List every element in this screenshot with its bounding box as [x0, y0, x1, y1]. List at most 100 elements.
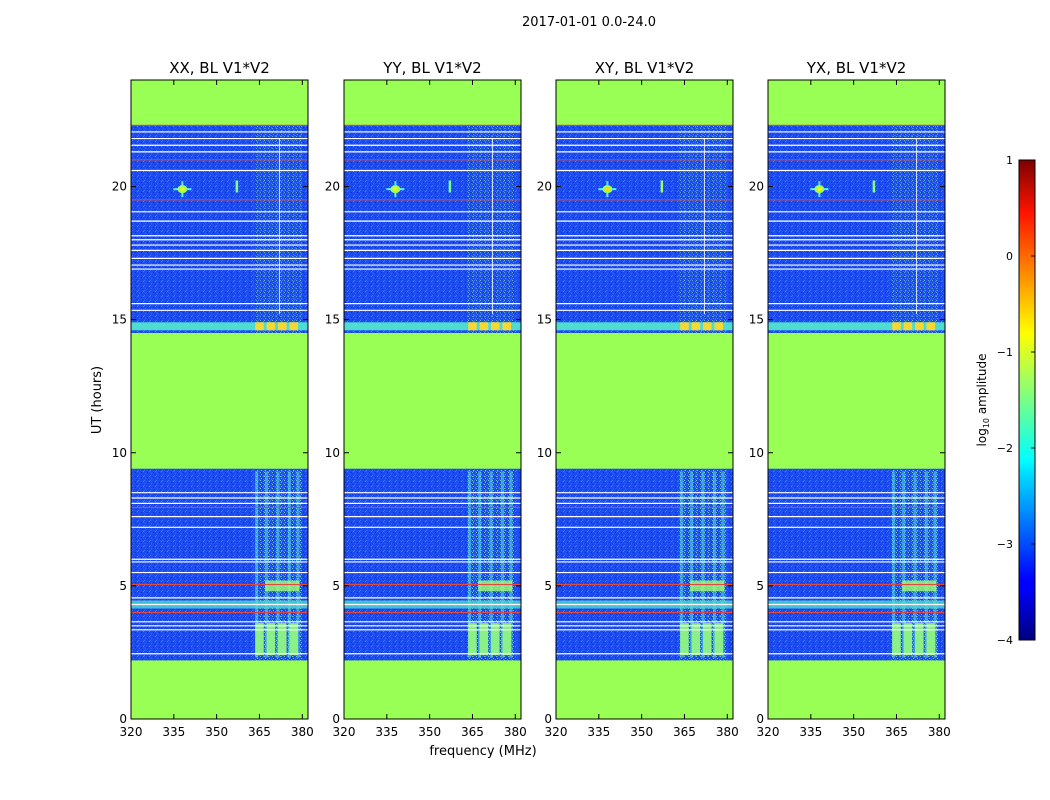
masked-region: [768, 660, 945, 719]
x-tick-label: 365: [461, 725, 484, 739]
x-tick-label: 365: [248, 725, 271, 739]
colorbar-tick-label: 0: [1006, 250, 1013, 263]
colorbar-tick-label: 1: [1006, 154, 1013, 167]
rfi-block: [479, 623, 489, 656]
colorbar-tick-label: −2: [997, 442, 1013, 455]
x-tick-label: 380: [291, 725, 314, 739]
flag-strip: [556, 322, 733, 331]
y-tick-label: 20: [537, 180, 552, 194]
masked-region: [344, 660, 521, 719]
x-tick-label: 350: [842, 725, 865, 739]
rfi-band: [466, 125, 516, 333]
y-tick-label: 5: [756, 579, 764, 593]
rfi-column: [721, 471, 725, 658]
rfi-column: [913, 471, 917, 658]
y-tick-label: 5: [332, 579, 340, 593]
rfi-column: [690, 471, 694, 658]
rfi-hot-block: [926, 322, 936, 331]
y-tick-label: 10: [112, 446, 127, 460]
rfi-column: [489, 471, 493, 658]
rfi-column: [892, 471, 896, 658]
x-tick-label: 320: [120, 725, 143, 739]
axes-frame: [130, 79, 309, 720]
x-tick-label: 380: [504, 725, 527, 739]
rfi-block: [289, 623, 299, 656]
y-axis-label: UT (hours): [90, 366, 105, 434]
rfi-block: [691, 623, 701, 656]
x-tick-label: 380: [716, 725, 739, 739]
y-tick-label: 15: [325, 313, 340, 327]
y-tick-label: 20: [325, 180, 340, 194]
rfi-block: [915, 623, 924, 656]
x-tick-label: 350: [630, 725, 653, 739]
y-tick-label: 5: [119, 579, 127, 593]
x-tick-label: 380: [928, 725, 951, 739]
rfi-column: [255, 471, 259, 658]
rfi-column: [680, 471, 684, 658]
flag-strip: [344, 322, 521, 331]
panel-title: YY, BL V1*V2: [382, 59, 481, 77]
y-tick-label: 10: [325, 446, 340, 460]
panel-title: YX, BL V1*V2: [806, 59, 907, 77]
x-tick-label: 335: [162, 725, 185, 739]
x-tick-label: 365: [673, 725, 696, 739]
rfi-block: [926, 623, 936, 656]
colorbar-gradient: [1018, 159, 1036, 641]
source-spike: [448, 180, 452, 193]
rfi-hot-block: [691, 322, 701, 331]
x-tick-label: 365: [885, 725, 908, 739]
rfi-column: [468, 471, 472, 658]
source-peak: [817, 187, 822, 192]
masked-region: [344, 80, 521, 126]
y-tick-label: 10: [537, 446, 552, 460]
rfi-block: [902, 580, 937, 592]
rfi-hot-block: [479, 322, 489, 331]
rfi-hot-block: [491, 322, 500, 331]
rfi-column: [265, 471, 269, 658]
y-tick-label: 0: [544, 712, 552, 726]
rfi-hot-block: [714, 322, 724, 331]
rfi-hot-block: [915, 322, 924, 331]
rfi-block: [278, 623, 287, 656]
rfi-hot-block: [266, 322, 276, 331]
colorbar-tick-label: −4: [997, 634, 1013, 647]
rfi-hot-block: [502, 322, 512, 331]
x-tick-label: 335: [799, 725, 822, 739]
rfi-block: [714, 623, 724, 656]
masked-region: [131, 80, 308, 126]
rfi-column: [933, 471, 937, 658]
rfi-hot-block: [468, 322, 477, 331]
rfi-block: [478, 580, 513, 592]
panel-xy: XY, BL V1*V2 320 335 350 365 380 0 5 10 15 20: [537, 59, 739, 739]
colorbar-label: log10 amplitude: [975, 354, 991, 447]
axes-frame: [767, 79, 946, 720]
rfi-block: [903, 623, 913, 656]
y-tick-label: 15: [112, 313, 127, 327]
masked-region: [556, 332, 733, 469]
colorbar-tick-label: −1: [997, 346, 1013, 359]
rfi-band: [253, 125, 303, 333]
source-peak: [393, 187, 398, 192]
axes-frame: [343, 79, 522, 720]
y-tick-label: 10: [749, 446, 764, 460]
rfi-block: [703, 623, 712, 656]
flag-strip: [768, 322, 945, 331]
rfi-hot-block: [278, 322, 287, 331]
y-tick-label: 20: [749, 180, 764, 194]
rfi-column: [287, 471, 291, 658]
rfi-block: [468, 623, 477, 656]
rfi-column: [500, 471, 504, 658]
flag-strip: [131, 322, 308, 331]
masked-region: [556, 80, 733, 126]
source-spike: [872, 180, 876, 193]
rfi-block: [265, 580, 300, 592]
rfi-column: [712, 471, 716, 658]
panel-yx: YX, BL V1*V2 320 335 350 365 380 0 5 10 15 20: [749, 59, 951, 739]
x-tick-label: 320: [545, 725, 568, 739]
panel-title: XY, BL V1*V2: [595, 59, 695, 77]
source-spike: [235, 180, 239, 193]
source-peak: [180, 187, 185, 192]
rfi-column: [296, 471, 300, 658]
rfi-hot-block: [903, 322, 913, 331]
